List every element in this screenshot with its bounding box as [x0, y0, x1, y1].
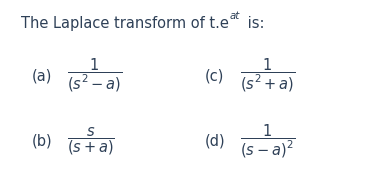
Text: $\dfrac{1}{(s^2-a)}$: $\dfrac{1}{(s^2-a)}$	[67, 57, 123, 94]
Text: (a): (a)	[32, 68, 53, 83]
Text: (b): (b)	[32, 134, 53, 149]
Text: is:: is:	[244, 16, 265, 30]
Text: at: at	[230, 11, 240, 21]
Text: $\dfrac{s}{(s+a)}$: $\dfrac{s}{(s+a)}$	[67, 126, 115, 157]
Text: (c): (c)	[205, 68, 224, 83]
Text: $\dfrac{1}{(s-a)^2}$: $\dfrac{1}{(s-a)^2}$	[240, 123, 295, 160]
Text: (d): (d)	[205, 134, 226, 149]
Text: The Laplace transform of t.e: The Laplace transform of t.e	[21, 16, 229, 30]
Text: $\dfrac{1}{(s^2+a)}$: $\dfrac{1}{(s^2+a)}$	[240, 57, 295, 94]
